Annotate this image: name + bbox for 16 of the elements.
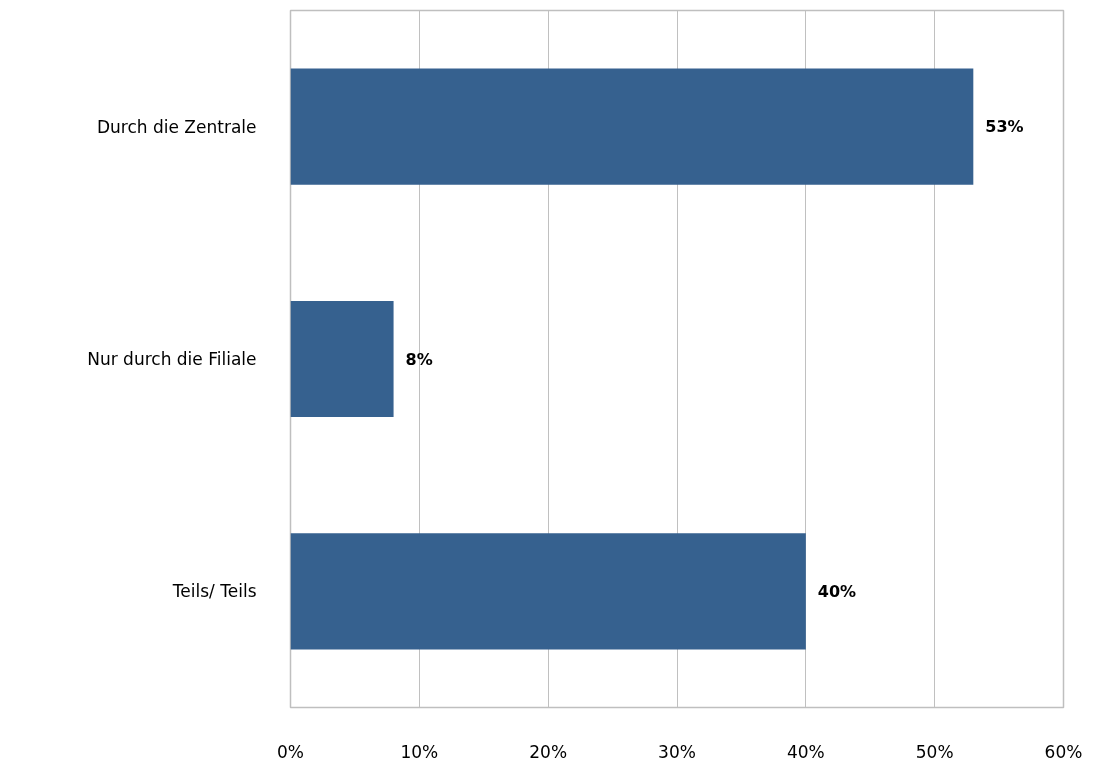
bar (290, 533, 806, 650)
data-label: 8% (405, 349, 433, 369)
data-label: 40% (817, 581, 857, 601)
x-tick-label: 20% (529, 741, 568, 762)
data-label: 53% (985, 117, 1024, 137)
x-tick-label: 10% (400, 741, 439, 762)
x-tick-label: 0% (277, 741, 304, 762)
x-tick-label: 50% (915, 741, 954, 762)
bar (290, 68, 974, 185)
y-tick-label: Durch die Zentrale (96, 116, 257, 137)
x-tick-label: 60% (1044, 741, 1083, 762)
y-tick-label: Teils/ Teils (171, 581, 257, 602)
y-tick-label: Nur durch die Filiale (87, 349, 257, 369)
x-tick-label: 40% (786, 741, 825, 762)
bar (290, 300, 394, 418)
x-tick-label: 30% (658, 741, 696, 762)
